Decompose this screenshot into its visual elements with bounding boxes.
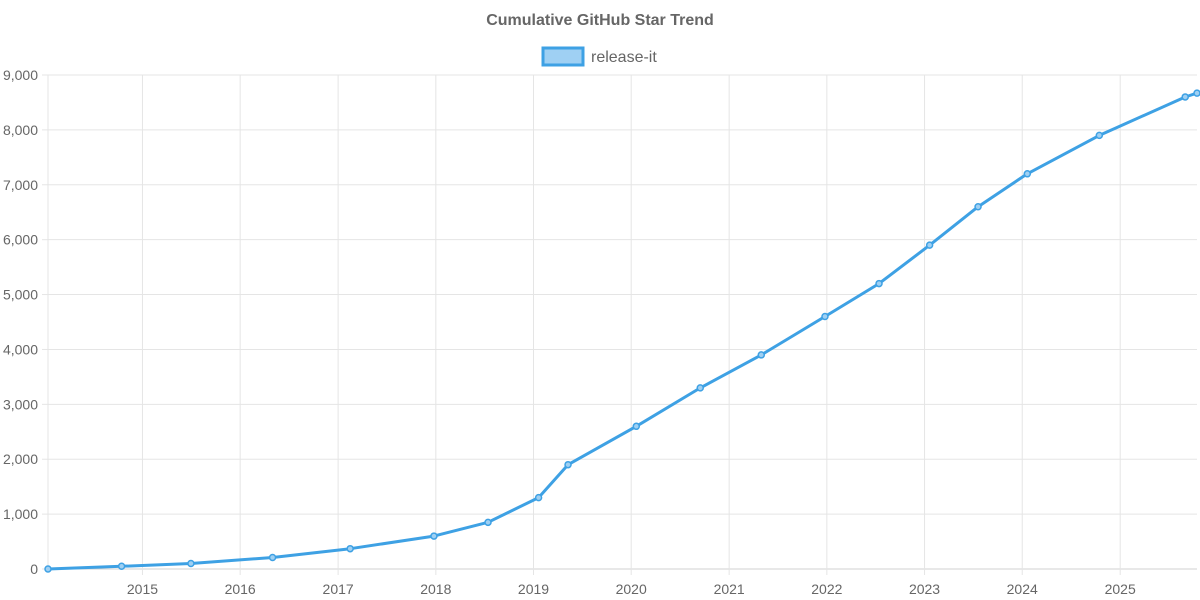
y-tick-label: 6,000 — [3, 232, 38, 248]
data-point[interactable] — [1023, 170, 1032, 178]
y-tick-label: 1,000 — [3, 506, 38, 522]
y-tick-label: 5,000 — [3, 287, 38, 303]
x-tick-label: 2023 — [909, 581, 940, 597]
legend[interactable]: release-it — [541, 46, 657, 67]
y-tick-label: 0 — [30, 561, 38, 577]
y-tick-label: 8,000 — [3, 122, 38, 138]
x-tick-label: 2016 — [225, 581, 256, 597]
data-point[interactable] — [1095, 131, 1104, 140]
data-point[interactable] — [44, 565, 52, 573]
data-point[interactable] — [925, 241, 934, 249]
x-tick-label: 2017 — [323, 581, 354, 597]
x-tick-label: 2022 — [811, 581, 842, 597]
x-tick-label: 2020 — [616, 581, 647, 597]
data-point[interactable] — [757, 351, 766, 359]
data-point[interactable] — [696, 384, 705, 392]
legend-swatch — [541, 46, 585, 67]
data-point[interactable] — [430, 532, 438, 540]
data-point[interactable] — [1193, 89, 1200, 97]
data-point[interactable] — [1181, 93, 1189, 101]
data-point[interactable] — [346, 544, 354, 553]
x-tick-label: 2021 — [714, 581, 745, 597]
y-tick-label: 9,000 — [3, 67, 38, 83]
data-point[interactable] — [564, 460, 572, 469]
data-point[interactable] — [632, 422, 641, 431]
axes: 0 1,000 2,000 3,000 4,000 5,000 6,000 7,000 8,00… — [3, 67, 1136, 597]
y-tick-label: 7,000 — [3, 177, 38, 193]
data-point[interactable] — [821, 312, 829, 321]
chart-title: Cumulative GitHub Star Trend — [486, 12, 714, 29]
data-point[interactable] — [974, 202, 982, 211]
y-tick-label: 2,000 — [3, 451, 38, 467]
data-point[interactable] — [534, 493, 543, 502]
data-point[interactable] — [484, 518, 492, 527]
data-point[interactable] — [268, 553, 277, 562]
series-line — [47, 91, 1198, 571]
x-tick-label: 2019 — [518, 581, 549, 597]
data-point[interactable] — [875, 279, 883, 288]
x-tick-label: 2025 — [1105, 581, 1136, 597]
data-point[interactable] — [117, 562, 126, 571]
y-tick-label: 3,000 — [3, 396, 38, 412]
series-layer — [44, 89, 1200, 573]
x-tick-label: 2015 — [127, 581, 158, 597]
x-tick-label: 2018 — [420, 581, 451, 597]
x-tick-label: 2024 — [1007, 581, 1038, 597]
y-tick-label: 4,000 — [3, 341, 38, 357]
grid — [42, 74, 1197, 575]
data-point[interactable] — [187, 559, 195, 568]
legend-label: release-it — [591, 49, 657, 66]
